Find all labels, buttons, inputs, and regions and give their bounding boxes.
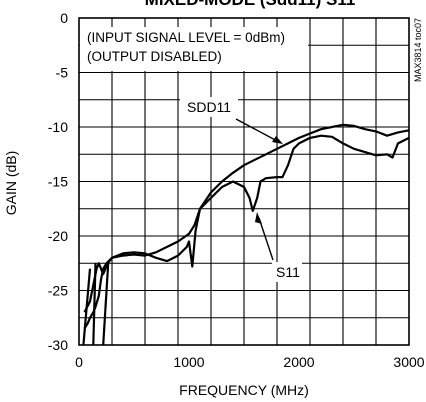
y-tick-label: -20 [48, 228, 68, 244]
chart-title: MIXED-MODE (Sdd11) S11 [145, 0, 356, 9]
y-tick-label: -25 [48, 283, 68, 299]
annotation-box [80, 27, 308, 71]
y-tick-label: -30 [48, 337, 68, 353]
low-frequency-segment [102, 263, 110, 346]
s11-arrowhead [255, 212, 262, 224]
sdd11-arrowhead [272, 136, 283, 144]
y-tick-label: 0 [60, 10, 68, 26]
figure-id: MAX3814 toc07 [413, 18, 423, 82]
x-tick-label: 0 [75, 354, 83, 370]
y-axis-title: GAIN (dB) [3, 151, 19, 216]
x-tick-label: 3000 [393, 354, 424, 370]
plot-area [78, 17, 410, 346]
sdd11-leader-line [235, 118, 280, 143]
x-axis-ticks: 0 1000 2000 3000 [75, 354, 425, 370]
y-axis-ticks: 0 -5 -10 -15 -20 -25 -30 [48, 10, 68, 353]
annotation-line-1: (INPUT SIGNAL LEVEL = 0dBm) [87, 30, 285, 45]
sdd11-label-bg [180, 97, 238, 117]
series-label-s11: S11 [276, 264, 300, 280]
y-tick-label: -10 [48, 119, 68, 135]
series-label-sdd11: SDD11 [187, 99, 231, 115]
x-tick-label: 1000 [173, 354, 204, 370]
x-axis-title: FREQUENCY (MHz) [179, 382, 309, 398]
y-tick-label: -5 [56, 65, 69, 81]
s11-label-bg [272, 262, 302, 282]
series-line-s11 [83, 134, 410, 313]
series-line-sdd11 [83, 123, 410, 330]
annotation-line-2: (OUTPUT DISABLED) [87, 49, 222, 64]
low-frequency-segment [92, 263, 97, 346]
low-frequency-segment [82, 268, 92, 346]
s11-leader-line [258, 217, 274, 261]
x-tick-label: 2000 [283, 354, 314, 370]
y-tick-label: -15 [48, 174, 68, 190]
series-group [82, 123, 410, 346]
